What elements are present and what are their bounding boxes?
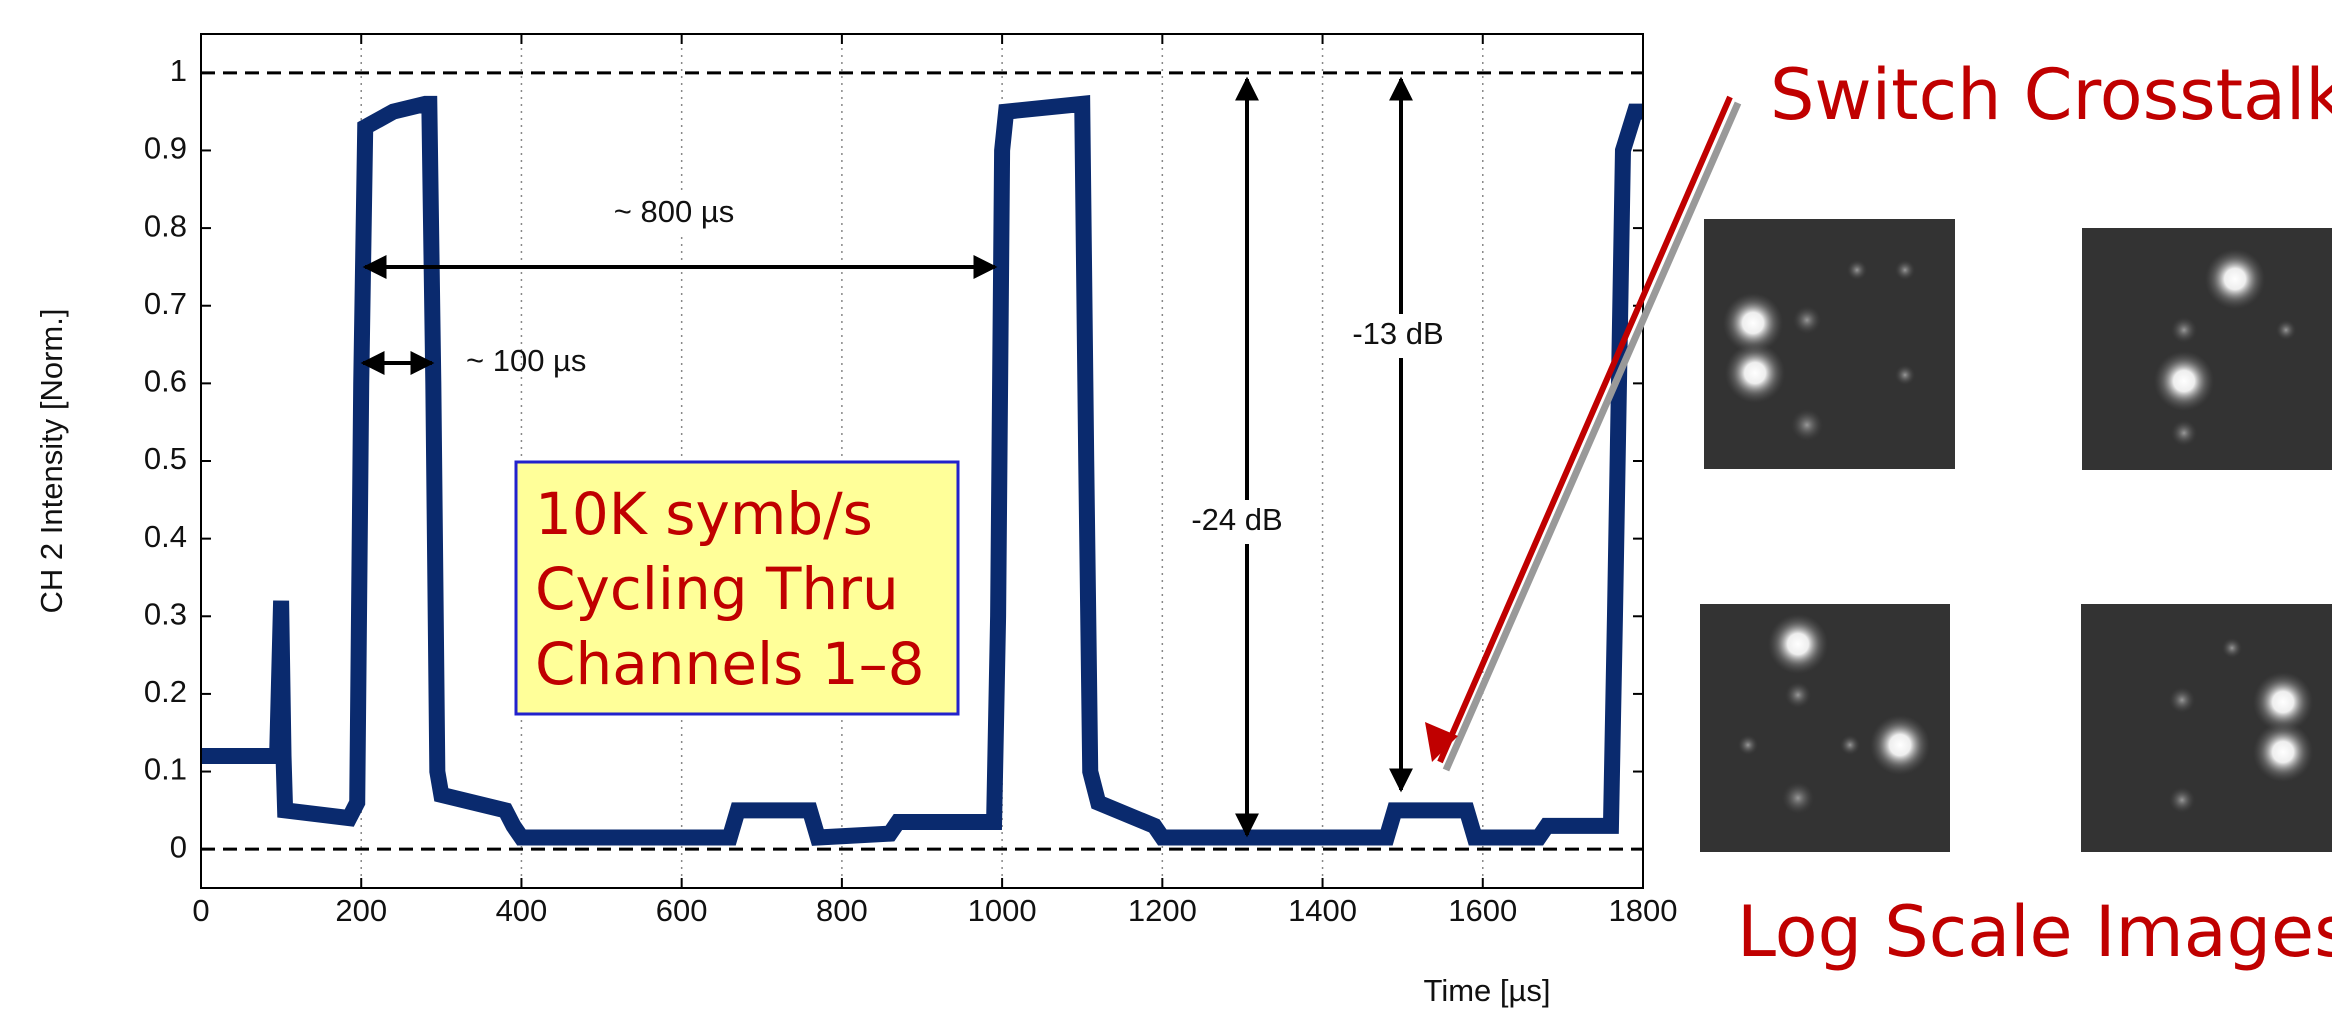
y-tick-label: 0.6: [144, 364, 187, 399]
x-tick-label: 600: [656, 893, 708, 928]
y-tick-label: 0.5: [144, 441, 187, 476]
y-tick-label: 0.9: [144, 131, 187, 166]
image: [2081, 604, 2332, 852]
label-box: [514, 460, 960, 716]
callout-arrowhead: [1425, 722, 1458, 762]
label-bg: [598, 195, 748, 235]
x-tick-label: 400: [496, 893, 548, 928]
annotation: -13 dB: [1352, 316, 1443, 351]
image: [1700, 604, 1950, 852]
arrows: [360, 76, 1413, 838]
x-tick-label: 1800: [1609, 893, 1678, 928]
x-tick-label: 200: [335, 893, 387, 928]
x-axis-label: Time [µs]: [1424, 973, 1551, 1008]
box-text: 10K symb/s: [535, 480, 873, 548]
y-tick-label: 0.4: [144, 519, 187, 554]
x-tick-label: 800: [816, 893, 868, 928]
x-tick-label: 0: [192, 893, 209, 928]
y-tick-label: 0: [170, 829, 187, 864]
box-text: Channels 1–8: [535, 630, 925, 698]
plot-frame: [200, 33, 1644, 889]
y-axis-label: CH 2 Intensity [Norm.]: [34, 309, 69, 614]
x-tick-label: 1000: [968, 893, 1037, 928]
callout: Switch Crosstalk!: [1770, 54, 2332, 136]
label-bg: [1333, 314, 1463, 358]
annotation: ~ 800 µs: [614, 194, 734, 229]
caption: Log Scale Images: [1737, 891, 2332, 973]
image: [2082, 228, 2332, 470]
y-tick-label: 0.3: [144, 596, 187, 631]
annotation: -24 dB: [1191, 502, 1282, 537]
callout-arrow: [1437, 95, 1733, 764]
annotation: ~ 100 µs: [466, 343, 586, 378]
x-tick-label: 1600: [1448, 893, 1517, 928]
label-bg: [1172, 500, 1302, 544]
x-tick-label: 1200: [1128, 893, 1197, 928]
y-tick-label: 0.8: [144, 208, 187, 243]
x-tick-label: 1400: [1288, 893, 1357, 928]
image: [1704, 219, 1955, 469]
box-text: Cycling Thru: [535, 555, 899, 623]
data-line: [201, 95, 1643, 846]
y-tick-label: 0.7: [144, 286, 187, 321]
y-tick-label: 0.1: [144, 752, 187, 787]
y-tick-label: 1: [170, 53, 187, 88]
y-tick-label: 0.2: [144, 674, 187, 709]
arrow-shadow: [1442, 101, 1742, 772]
